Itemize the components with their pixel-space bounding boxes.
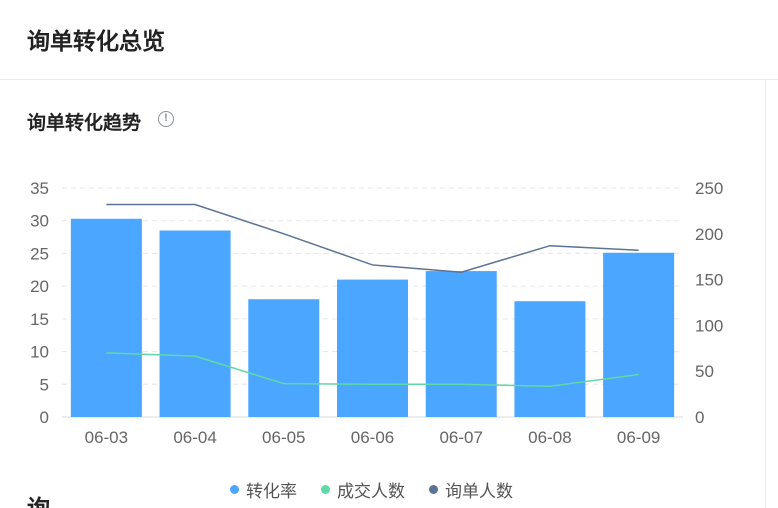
bar-conversion-rate xyxy=(159,230,231,417)
line-inquiry-count xyxy=(106,203,639,274)
right-axis-tick-label: 250 xyxy=(695,179,723,198)
right-axis-tick-label: 200 xyxy=(695,225,723,244)
legend-dot-icon xyxy=(230,484,239,494)
page-title: 询单转化总览 xyxy=(27,28,165,54)
x-axis-tick-label: 06-09 xyxy=(617,428,660,447)
line-series xyxy=(106,203,639,387)
legend-dot-icon xyxy=(429,484,438,494)
bar-conversion-rate xyxy=(514,301,586,417)
page-header: 询单转化总览 xyxy=(0,0,778,80)
x-axis-tick-label: 06-07 xyxy=(439,428,482,447)
line-deal-count xyxy=(106,352,639,387)
bar-conversion-rate xyxy=(70,218,142,417)
x-axis-tick-label: 06-05 xyxy=(262,428,305,447)
left-axis-tick-label: 30 xyxy=(30,212,49,231)
chart-legend: 转化率 成交人数 询单人数 xyxy=(230,477,537,502)
x-axis-ticks: 06-03 06-04 06-05 06-06 06-07 06-08 06-09 xyxy=(85,428,661,447)
bar-conversion-rate xyxy=(337,279,408,417)
left-axis-tick-label: 35 xyxy=(30,179,49,198)
section-title: 询单转化趋势 xyxy=(27,113,142,134)
left-axis-tick-label: 25 xyxy=(30,244,49,263)
next-section-title: 询 xyxy=(27,495,50,508)
right-axis-ticks: 0 50 100 150 200 250 xyxy=(695,179,723,427)
x-axis-tick-label: 06-08 xyxy=(528,428,571,447)
legend-label: 成交人数 xyxy=(337,481,405,501)
left-axis-tick-label: 20 xyxy=(30,277,49,296)
x-axis-tick-label: 06-04 xyxy=(173,428,216,447)
right-axis-tick-label: 50 xyxy=(695,362,714,381)
legend-label: 询单人数 xyxy=(445,481,513,501)
legend-dot-icon xyxy=(321,484,330,494)
left-axis-ticks: 0 5 10 15 20 25 30 35 xyxy=(30,179,49,427)
left-axis-tick-label: 15 xyxy=(30,310,49,329)
info-circle-icon[interactable]: ! xyxy=(158,111,174,127)
left-axis-tick-label: 10 xyxy=(30,343,49,362)
right-axis-tick-label: 150 xyxy=(695,271,723,290)
legend-item-inquiry-count[interactable]: 询单人数 xyxy=(429,477,513,502)
bar-conversion-rate xyxy=(425,271,497,417)
bar-conversion-rate xyxy=(248,299,320,417)
legend-item-conversion-rate[interactable]: 转化率 xyxy=(230,477,297,502)
x-axis-tick-label: 06-06 xyxy=(351,428,394,447)
legend-label: 转化率 xyxy=(246,481,297,501)
right-axis-tick-label: 0 xyxy=(695,408,704,427)
legend-item-deal-count[interactable]: 成交人数 xyxy=(321,477,405,502)
bar-series xyxy=(70,218,675,417)
right-axis-tick-label: 100 xyxy=(695,316,723,335)
card-divider xyxy=(765,80,766,508)
x-axis-tick-label: 06-03 xyxy=(85,428,128,447)
left-axis-tick-label: 5 xyxy=(40,375,49,394)
left-axis-tick-label: 0 xyxy=(40,408,49,427)
bar-conversion-rate xyxy=(603,252,675,417)
